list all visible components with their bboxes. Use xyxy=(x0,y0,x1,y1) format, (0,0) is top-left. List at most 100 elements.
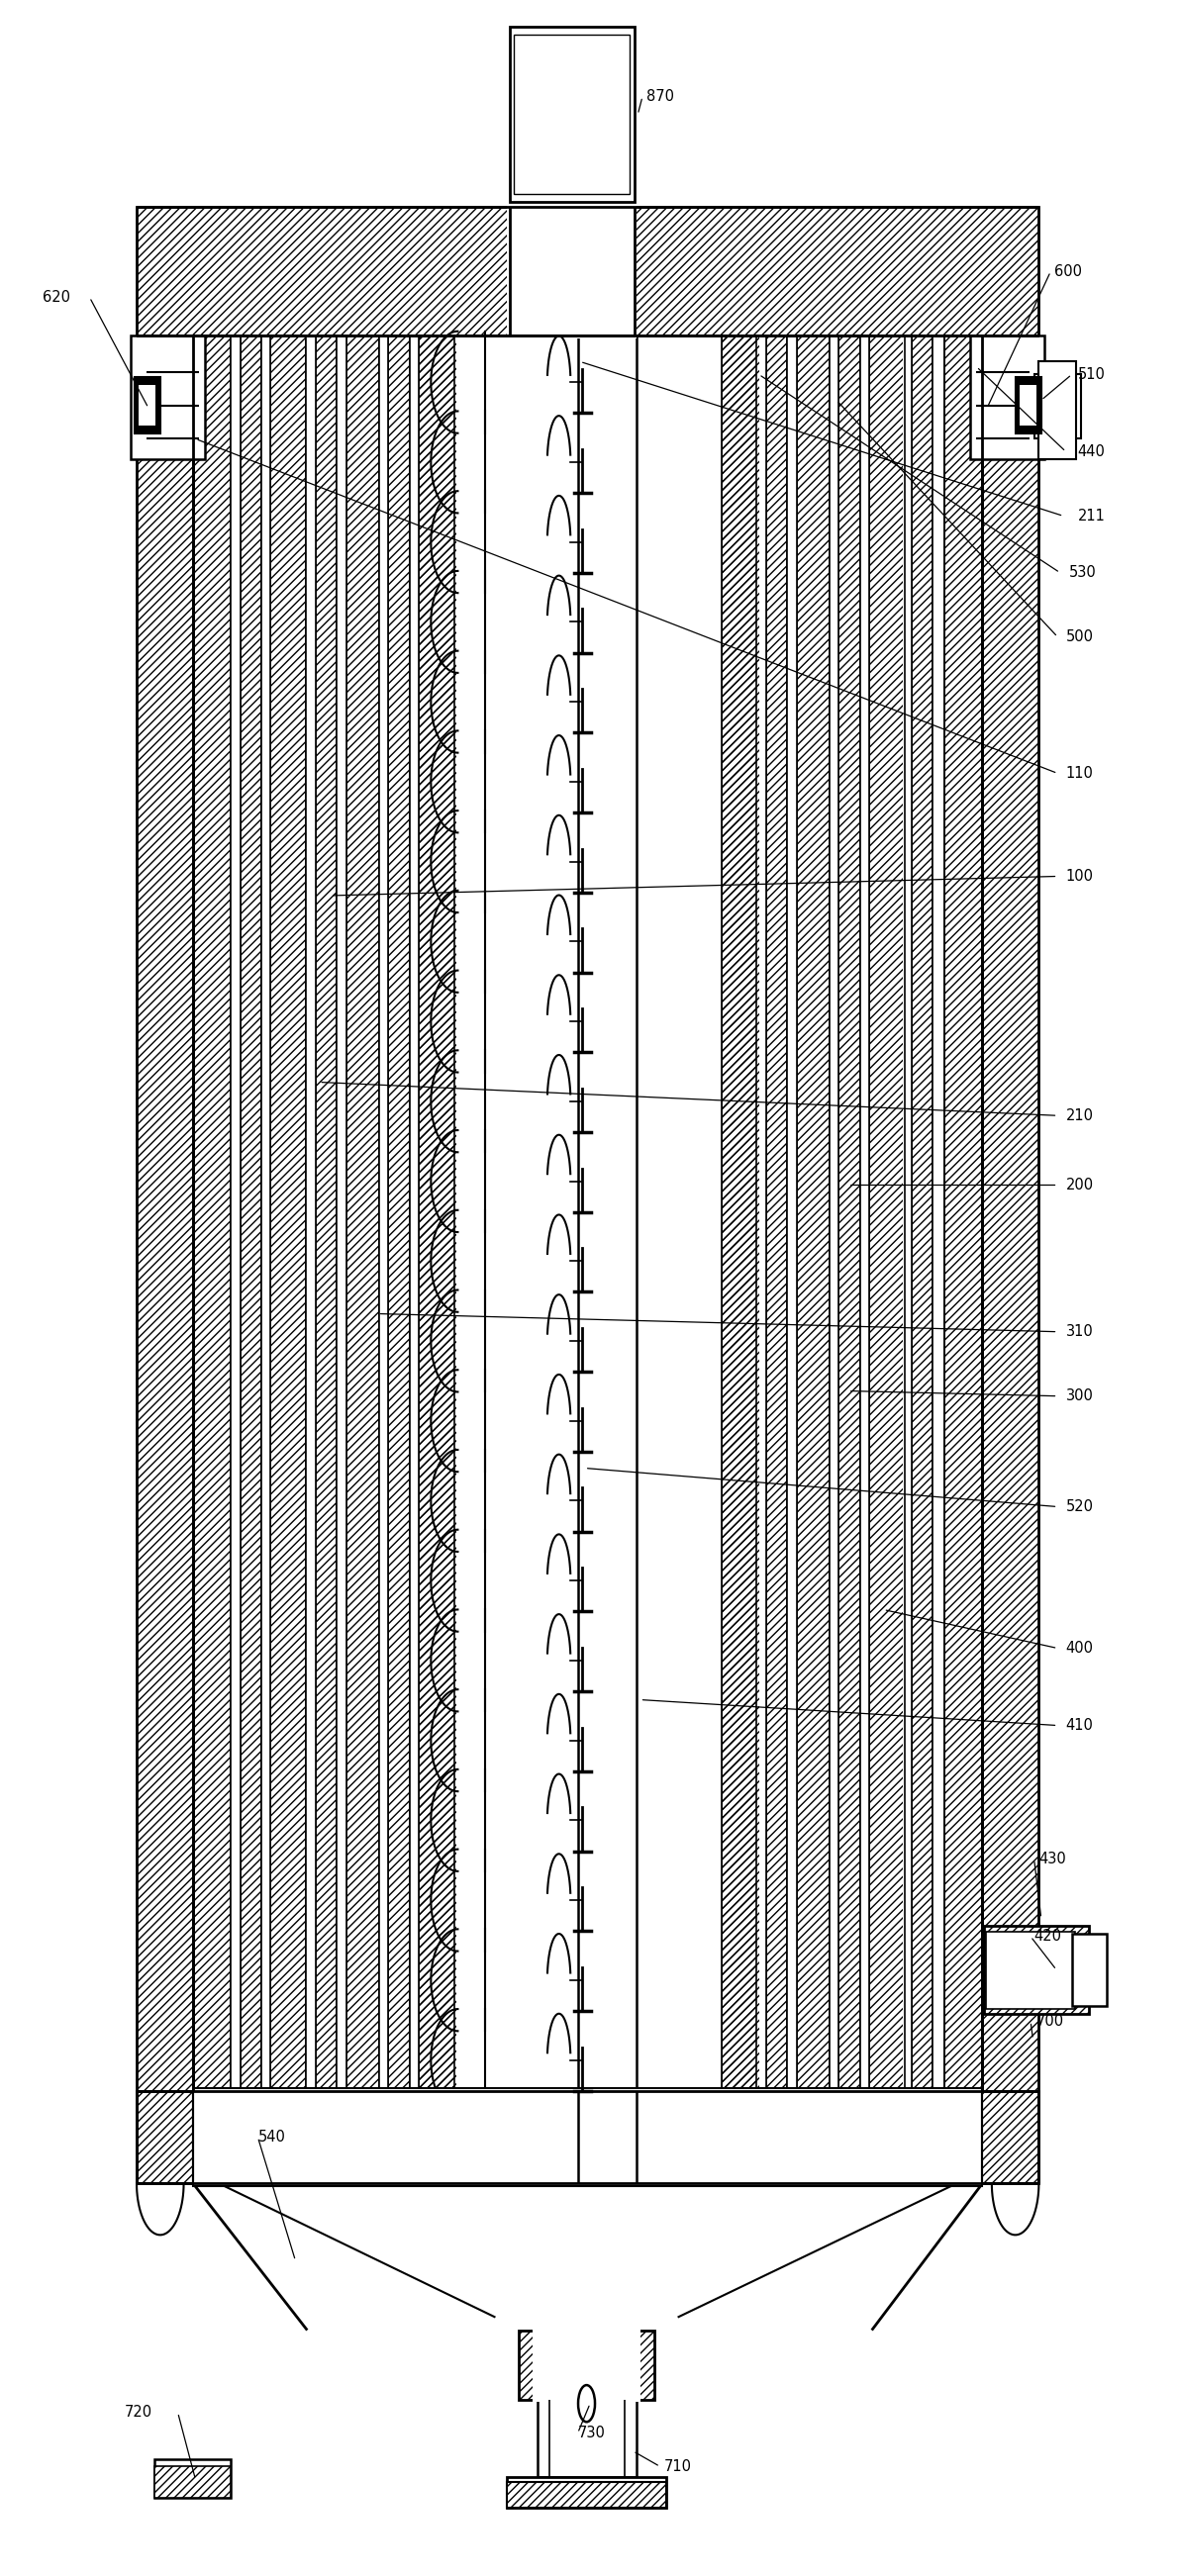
Bar xyxy=(507,2478,666,2506)
Bar xyxy=(419,335,456,2092)
Bar xyxy=(307,335,316,2092)
Text: 730: 730 xyxy=(578,2427,605,2439)
Bar xyxy=(911,335,933,2092)
Bar xyxy=(757,335,766,2092)
Text: 440: 440 xyxy=(1078,443,1105,459)
Bar xyxy=(869,335,904,2092)
Bar xyxy=(514,36,630,193)
Text: 200: 200 xyxy=(1066,1177,1094,1193)
Bar xyxy=(933,335,942,2092)
Bar xyxy=(859,335,869,2092)
Bar xyxy=(1039,361,1076,459)
Bar xyxy=(986,1932,1075,2009)
Bar xyxy=(137,335,193,2092)
Text: 620: 620 xyxy=(42,291,71,304)
Bar xyxy=(519,2331,654,2401)
Text: 211: 211 xyxy=(1078,507,1105,523)
Bar xyxy=(419,335,456,2092)
Bar xyxy=(241,335,262,2092)
Text: 430: 430 xyxy=(1039,1852,1066,1868)
Bar xyxy=(722,335,759,2092)
Bar xyxy=(316,335,337,2092)
Bar xyxy=(419,335,454,2092)
Bar xyxy=(193,335,231,2092)
Bar xyxy=(797,335,830,2092)
Bar xyxy=(137,206,1039,335)
Text: 720: 720 xyxy=(125,2406,153,2419)
Text: 110: 110 xyxy=(1066,765,1093,781)
Bar xyxy=(797,335,830,2092)
Bar xyxy=(766,335,788,2092)
Bar xyxy=(766,335,788,2092)
Circle shape xyxy=(578,2385,595,2421)
Bar xyxy=(533,2329,640,2403)
Text: 300: 300 xyxy=(1066,1388,1093,1404)
Text: 520: 520 xyxy=(1066,1499,1094,1515)
Bar xyxy=(137,2092,1039,2184)
Bar xyxy=(345,335,378,2092)
Bar xyxy=(137,206,1039,335)
Bar xyxy=(839,335,859,2092)
Text: 410: 410 xyxy=(1066,1718,1093,1734)
Bar xyxy=(830,335,839,2092)
Bar xyxy=(241,335,262,2092)
Bar xyxy=(869,335,904,2092)
Bar xyxy=(409,335,419,2092)
Bar xyxy=(154,2468,231,2496)
Bar xyxy=(722,335,759,2092)
Bar xyxy=(983,1927,1089,2014)
Bar xyxy=(378,335,388,2092)
Bar xyxy=(337,335,345,2092)
Bar xyxy=(137,2092,1039,2184)
Bar xyxy=(507,2483,666,2506)
Text: 710: 710 xyxy=(664,2460,691,2473)
Text: 310: 310 xyxy=(1066,1324,1093,1340)
Bar xyxy=(507,2483,666,2506)
Bar xyxy=(419,335,454,2092)
Bar xyxy=(154,2468,231,2496)
Bar xyxy=(271,335,307,2092)
Bar xyxy=(454,335,722,2092)
Bar xyxy=(388,335,409,2092)
Bar xyxy=(902,335,911,2092)
Bar xyxy=(193,2089,982,2187)
Bar xyxy=(507,204,637,337)
Bar xyxy=(983,1927,1089,2014)
Bar xyxy=(911,335,933,2092)
Bar xyxy=(1072,1935,1107,2007)
Bar xyxy=(1034,374,1081,438)
Bar xyxy=(839,335,859,2092)
Bar xyxy=(722,335,757,2092)
Bar xyxy=(1020,384,1036,425)
Text: 500: 500 xyxy=(1066,629,1094,644)
Bar xyxy=(316,335,337,2092)
Bar xyxy=(519,2331,654,2401)
Bar xyxy=(788,335,797,2092)
Bar xyxy=(722,335,757,2092)
Text: 870: 870 xyxy=(646,90,673,103)
Bar xyxy=(538,2401,637,2478)
Bar xyxy=(970,335,1045,459)
Bar xyxy=(271,335,307,2092)
Bar xyxy=(982,335,1039,2092)
Bar xyxy=(509,28,634,201)
Bar xyxy=(262,335,271,2092)
Bar xyxy=(944,335,982,2092)
Text: 100: 100 xyxy=(1066,868,1094,884)
Bar xyxy=(193,335,231,2092)
Text: 540: 540 xyxy=(258,2130,285,2146)
Text: 420: 420 xyxy=(1034,1929,1062,1945)
Bar xyxy=(1015,376,1041,433)
Bar xyxy=(134,376,160,433)
Bar xyxy=(139,384,156,425)
Text: 600: 600 xyxy=(1054,265,1082,278)
Text: 210: 210 xyxy=(1066,1108,1094,1123)
Bar xyxy=(231,335,241,2092)
Bar xyxy=(944,335,982,2092)
Bar xyxy=(154,2460,231,2496)
Bar xyxy=(982,335,1039,2092)
Text: 530: 530 xyxy=(1069,564,1096,580)
Text: 510: 510 xyxy=(1078,366,1105,381)
Text: 400: 400 xyxy=(1066,1641,1094,1656)
Text: 700: 700 xyxy=(1036,2014,1065,2030)
